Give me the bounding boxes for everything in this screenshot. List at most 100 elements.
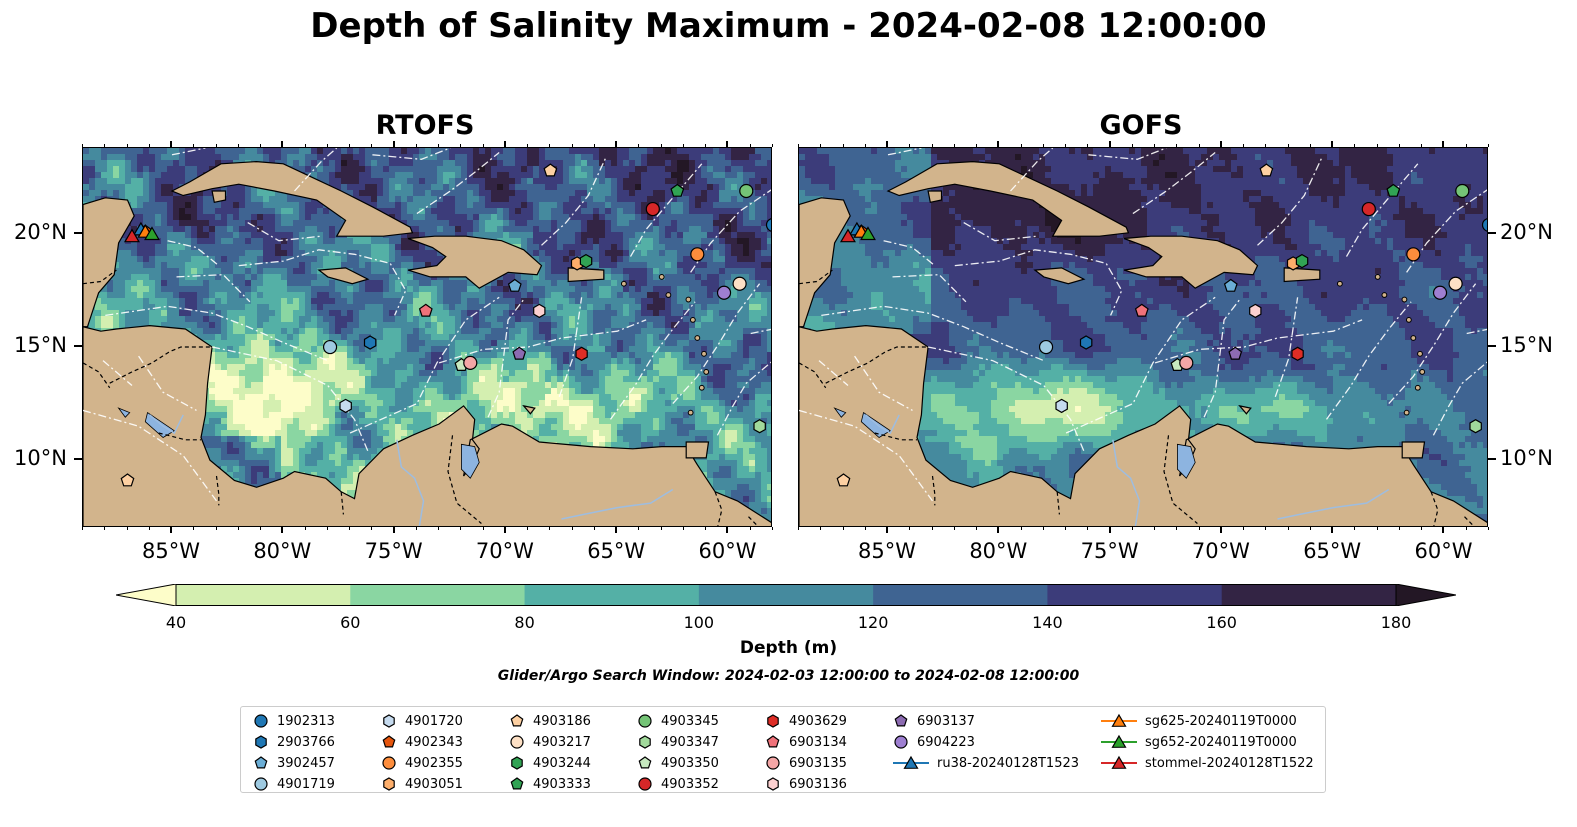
lon-minor-tick (820, 144, 822, 147)
lon-minor-tick (682, 527, 684, 530)
lon-tick (726, 527, 729, 533)
triangle-icon (893, 755, 929, 769)
boundary-10 (558, 297, 583, 398)
lake-2 (117, 407, 131, 418)
lat-tick (74, 458, 82, 461)
legend-label: 4903051 (405, 776, 463, 792)
legend-label: 4902343 (405, 734, 463, 750)
lon-minor-tick (126, 144, 128, 147)
colorbar-bin-4 (873, 584, 1048, 606)
float-markers (836, 163, 1487, 487)
lon-minor-tick (549, 527, 551, 530)
legend-marker (255, 735, 267, 749)
legend-label: 1902313 (277, 713, 335, 729)
land-pr (1283, 267, 1321, 283)
border-7 (1430, 491, 1439, 526)
marker-4901720 (339, 398, 352, 414)
lon-minor-tick (393, 144, 395, 147)
legend-marker (254, 756, 268, 769)
marker-6903135 (463, 355, 478, 370)
land-jam (317, 267, 370, 285)
marker-6903137 (512, 346, 527, 360)
legend-item-4903352: 4903352 (637, 774, 719, 794)
lon-minor-tick (504, 144, 506, 147)
legend-marker (638, 756, 652, 769)
marker-4903352 (1361, 201, 1376, 217)
hexagon-icon (383, 777, 395, 791)
lon-minor-tick (1287, 144, 1289, 147)
pentagon-icon (766, 735, 780, 748)
marker-4901719 (322, 339, 338, 355)
lake-0 (460, 443, 480, 479)
legend-marker (903, 755, 919, 769)
island-8 (658, 274, 665, 280)
lon-minor-tick (1309, 144, 1311, 147)
lon-minor-tick (104, 144, 106, 147)
lon-minor-tick (1465, 527, 1467, 530)
lon-minor-tick (1131, 144, 1133, 147)
lon-minor-tick (415, 527, 417, 530)
legend-item-4903350: 4903350 (637, 753, 719, 773)
legend-label: 2903766 (277, 734, 335, 750)
lat-tick-label: 20°N (1500, 219, 1553, 244)
legend-marker (1111, 755, 1127, 769)
island-6 (685, 296, 692, 303)
circle-icon (894, 735, 908, 749)
boundary-3 (238, 249, 407, 316)
legend-item-6904223: 6904223 (893, 732, 975, 752)
lon-minor-tick (682, 144, 684, 147)
legend-item-4903051: 4903051 (381, 774, 463, 794)
lon-minor-tick (1176, 527, 1178, 530)
lon-minor-tick (1265, 144, 1267, 147)
lon-minor-tick (1042, 527, 1044, 530)
lon-minor-tick (953, 527, 955, 530)
legend-marker (254, 777, 268, 791)
lon-minor-tick (549, 144, 551, 147)
colorbar-tick-label: 180 (1380, 613, 1412, 632)
lon-minor-tick (1176, 144, 1178, 147)
marker-4903345 (739, 183, 754, 199)
marker-6904223 (716, 285, 732, 300)
land-cur (1238, 404, 1252, 415)
lon-tick (1442, 527, 1445, 533)
colorbar-extend-min (115, 583, 177, 607)
lon-minor-tick (326, 144, 328, 147)
legend-label: 4903352 (661, 776, 719, 792)
lon-minor-tick (749, 144, 751, 147)
lon-minor-tick (349, 527, 351, 530)
boundary-0 (83, 409, 218, 502)
lon-minor-tick (82, 527, 83, 530)
marker-4903333 (1386, 183, 1401, 197)
boundary-15 (541, 156, 607, 246)
marker-4903186 (1259, 163, 1274, 177)
marker-4903345 (1455, 183, 1470, 199)
legend-marker (383, 714, 395, 728)
lon-minor-tick (1421, 144, 1423, 147)
boundary-21 (294, 148, 338, 192)
legend-label: sg625-20240119T0000 (1145, 713, 1297, 729)
lon-minor-tick (171, 527, 173, 530)
lon-minor-tick (1020, 527, 1022, 530)
legend-marker (1111, 713, 1127, 727)
marker-4903347 (753, 419, 766, 434)
boundary-5 (963, 222, 1038, 242)
boundary-13 (1432, 361, 1487, 436)
boundary-8 (1154, 319, 1363, 364)
marker-4903244 (579, 253, 593, 269)
lon-minor-tick (998, 144, 1000, 147)
legend-label: stommel-20240128T1522 (1145, 755, 1314, 771)
colorbar-tick-label: 140 (1032, 613, 1063, 632)
pentagon-icon (894, 714, 908, 727)
lon-minor-tick (749, 527, 751, 530)
marker-sg652-20240119T0000 (860, 226, 876, 241)
boundary-15 (1257, 156, 1323, 246)
lon-minor-tick (1443, 144, 1445, 147)
lon-minor-tick (1287, 527, 1289, 530)
boundary-18 (416, 151, 500, 215)
legend-label: 4903347 (661, 734, 719, 750)
marker-4902355 (1406, 247, 1421, 262)
lon-tick-label: 75°W (1080, 539, 1139, 563)
border-3 (874, 432, 917, 441)
legend-marker (766, 756, 780, 770)
river-2 (865, 414, 900, 435)
